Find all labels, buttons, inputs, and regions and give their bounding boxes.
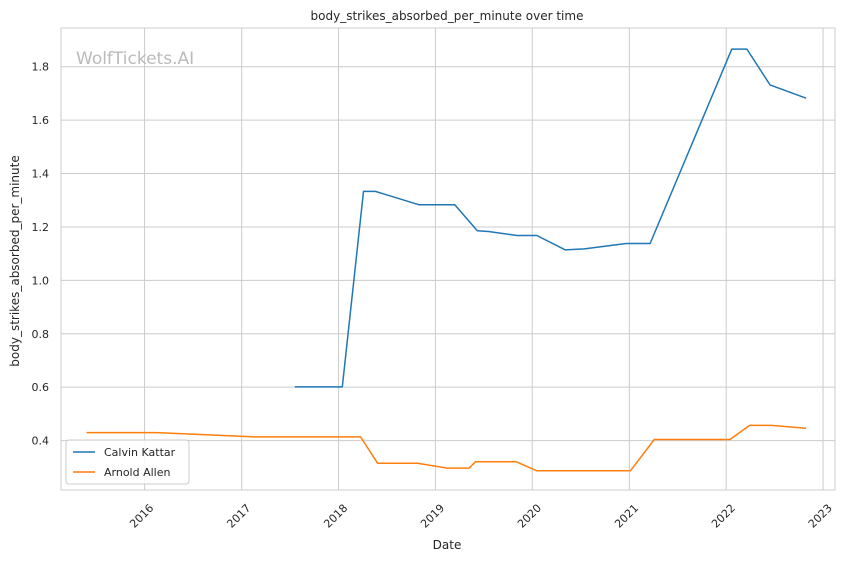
y-tick-label: 1.2 xyxy=(32,221,50,234)
grid xyxy=(61,28,835,490)
y-tick-label: 1.4 xyxy=(32,168,50,181)
x-axis-label: Date xyxy=(433,538,462,552)
legend: Calvin Kattar Arnold Allen xyxy=(65,439,190,485)
y-tick-label: 1.0 xyxy=(32,274,50,287)
watermark: WolfTickets.AI xyxy=(76,49,194,69)
y-axis-ticks: 0.4 0.6 0.8 1.0 1.2 1.4 1.6 1.8 xyxy=(32,61,50,448)
legend-box xyxy=(65,439,190,485)
series-line-calvin-kattar xyxy=(294,48,807,388)
y-axis-label: body_strikes_absorbed_per_minute xyxy=(8,155,22,366)
y-tick-label: 1.8 xyxy=(32,61,50,74)
y-tick-label: 0.8 xyxy=(32,328,50,341)
y-tick-label: 1.6 xyxy=(32,114,50,127)
y-tick-label: 0.4 xyxy=(32,435,50,448)
y-tick-label: 0.6 xyxy=(32,381,50,394)
plot-area-frame xyxy=(60,27,836,491)
chart-title: body_strikes_absorbed_per_minute over ti… xyxy=(311,9,584,23)
legend-label: Arnold Allen xyxy=(104,466,170,479)
legend-label: Calvin Kattar xyxy=(104,446,176,459)
series-line-arnold-allen xyxy=(86,424,807,472)
series-layer xyxy=(86,48,807,472)
